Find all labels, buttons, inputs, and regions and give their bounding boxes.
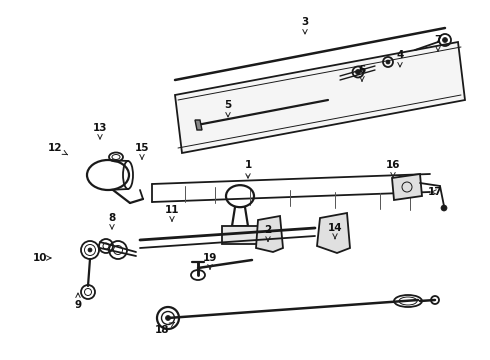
Text: 3: 3 [301,17,309,34]
Text: 13: 13 [93,123,107,139]
Polygon shape [195,120,202,130]
Polygon shape [392,174,422,200]
Circle shape [441,205,447,211]
Text: 8: 8 [108,213,116,229]
Text: 9: 9 [74,293,81,310]
Polygon shape [256,216,283,252]
Polygon shape [222,226,258,244]
Text: 10: 10 [33,253,51,263]
Polygon shape [317,213,350,253]
Text: 5: 5 [224,100,232,117]
Circle shape [88,248,92,252]
Text: 15: 15 [135,143,149,159]
Text: 1: 1 [245,160,252,178]
Circle shape [442,37,447,42]
Polygon shape [175,42,465,153]
Circle shape [166,315,171,320]
Text: 12: 12 [48,143,68,155]
Text: 7: 7 [434,35,441,51]
Text: 4: 4 [396,50,404,67]
Circle shape [386,60,390,64]
Text: 11: 11 [165,205,179,221]
Text: 6: 6 [358,65,366,81]
Text: 17: 17 [428,187,442,197]
Text: 14: 14 [328,223,343,239]
Text: 2: 2 [265,225,271,241]
Text: 18: 18 [155,322,174,335]
Text: 16: 16 [386,160,400,177]
Text: 19: 19 [203,253,217,269]
Circle shape [356,69,361,75]
